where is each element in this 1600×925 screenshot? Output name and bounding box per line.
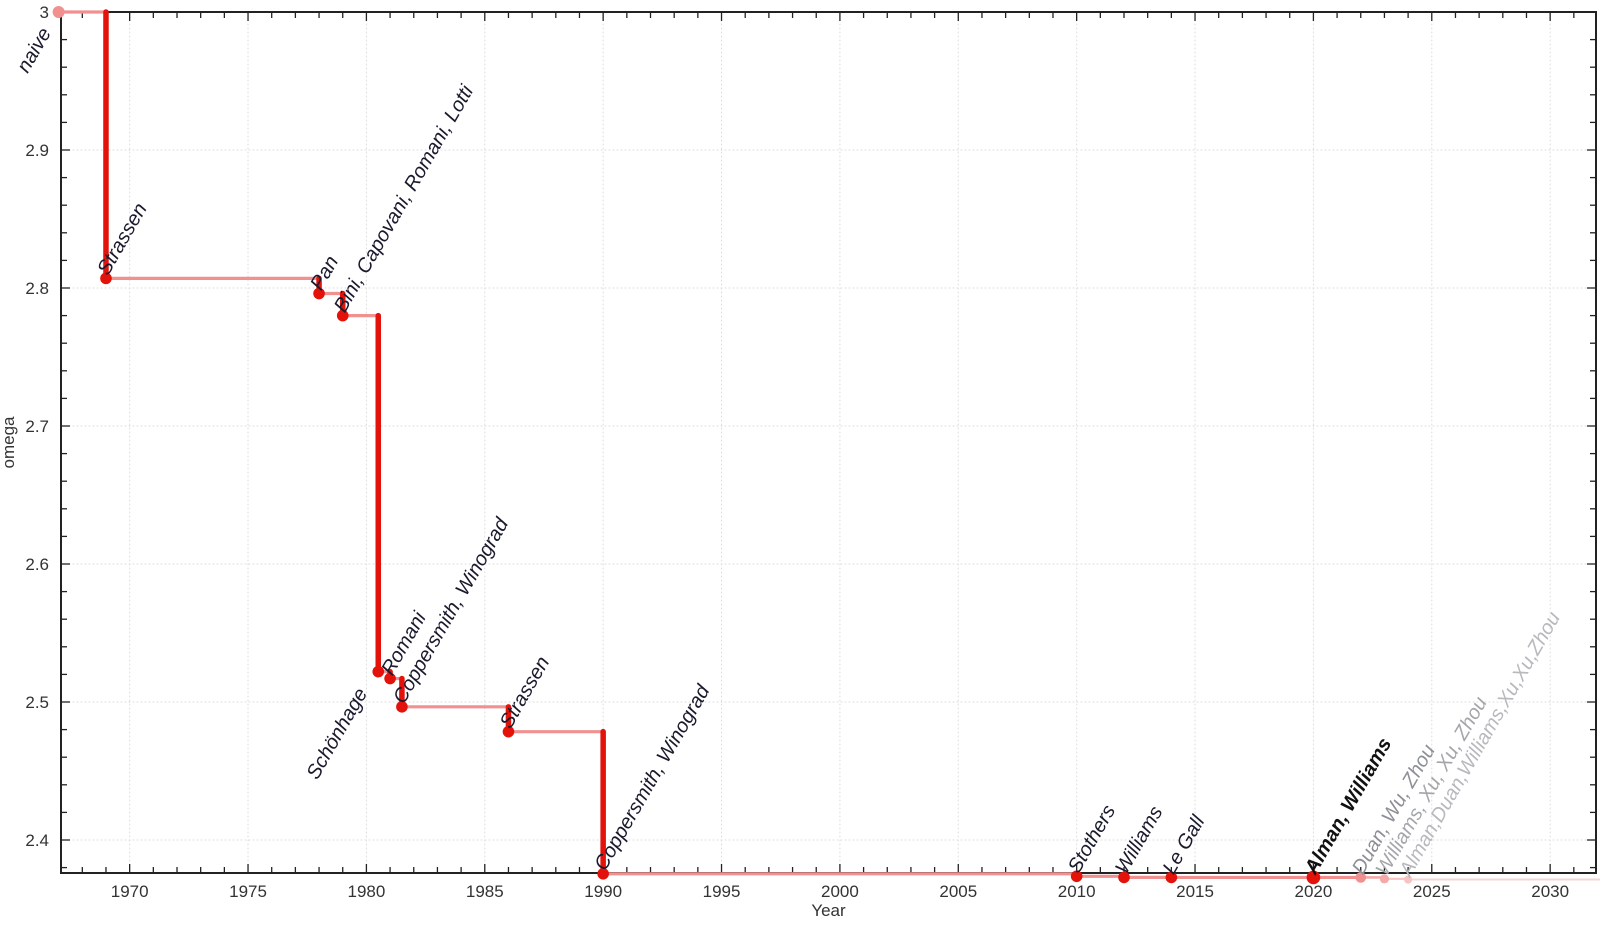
svg-text:2.4: 2.4: [25, 831, 49, 850]
svg-text:1980: 1980: [347, 882, 385, 901]
svg-text:2.7: 2.7: [25, 417, 49, 436]
svg-text:2015: 2015: [1176, 882, 1214, 901]
svg-text:3: 3: [40, 3, 49, 22]
svg-text:1975: 1975: [229, 882, 267, 901]
svg-text:Schönhage: Schönhage: [303, 684, 373, 783]
svg-text:Strassen: Strassen: [93, 199, 152, 278]
svg-text:1990: 1990: [584, 882, 622, 901]
svg-text:omega: omega: [0, 416, 18, 469]
svg-text:1995: 1995: [703, 882, 741, 901]
svg-text:2005: 2005: [939, 882, 977, 901]
svg-text:naive: naive: [13, 24, 56, 76]
svg-text:2020: 2020: [1294, 882, 1332, 901]
svg-text:2010: 2010: [1058, 882, 1096, 901]
svg-text:Year: Year: [811, 901, 846, 920]
svg-text:Coppersmith, Winograd: Coppersmith, Winograd: [590, 681, 714, 875]
svg-text:Strassen: Strassen: [496, 653, 555, 732]
svg-text:2.9: 2.9: [25, 141, 49, 160]
svg-text:2025: 2025: [1413, 882, 1451, 901]
svg-text:Coppersmith, Winograd: Coppersmith, Winograd: [389, 514, 513, 708]
svg-text:2000: 2000: [821, 882, 859, 901]
svg-text:2.8: 2.8: [25, 279, 49, 298]
svg-text:2030: 2030: [1531, 882, 1569, 901]
svg-text:Bini, Capovani, Romani, Lotti: Bini, Capovani, Romani, Lotti: [330, 81, 478, 316]
svg-text:2.6: 2.6: [25, 555, 49, 574]
svg-text:1970: 1970: [111, 882, 149, 901]
svg-text:2.5: 2.5: [25, 693, 49, 712]
svg-text:Le Gall: Le Gall: [1159, 812, 1210, 878]
svg-text:1985: 1985: [466, 882, 504, 901]
